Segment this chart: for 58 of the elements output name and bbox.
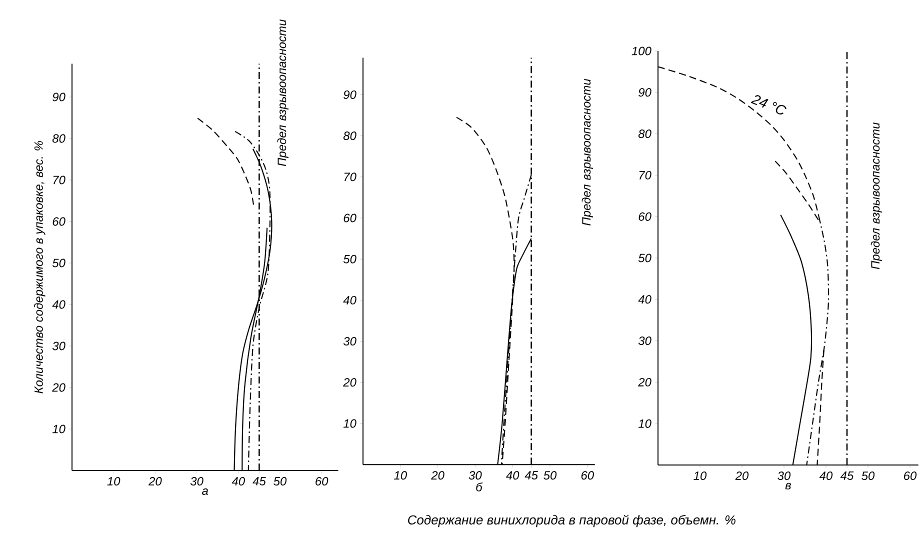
x-tick-label: 40 [232, 477, 245, 486]
x-tick-label: 10 [394, 471, 407, 480]
y-tick-label: 70 [639, 170, 652, 180]
x-tick-label: 45 [840, 472, 854, 480]
x-tick-label: 60 [316, 477, 328, 486]
y-tick-label: 20 [52, 383, 66, 392]
x-tick-label: 30 [468, 471, 482, 480]
y-tick-label: 10 [343, 419, 356, 428]
y-tick-label: 80 [638, 130, 652, 138]
x-axis-title: б [476, 482, 483, 492]
y-tick-label: 60 [344, 214, 356, 222]
x-tick-label: 10 [107, 477, 120, 486]
y-tick-label: 30 [638, 336, 652, 346]
y-tick-label: 50 [52, 258, 66, 268]
x-tick-label: 40 [506, 471, 520, 480]
y-axis-title: Количество содержимого в упаковке, вес. % [34, 141, 46, 394]
y-tick-label: 10 [638, 419, 652, 428]
y-tick-label: 60 [52, 217, 66, 226]
y-tick-label: 60 [638, 212, 652, 221]
y-tick-label: 70 [53, 176, 66, 184]
y-tick-label: 50 [638, 254, 652, 262]
x-tick-label: 50 [274, 477, 287, 486]
y-tick-label: 20 [343, 378, 356, 387]
y-tick-label: 40 [638, 295, 652, 304]
y-tick-label: 40 [52, 300, 66, 309]
x-tick-label: 40 [819, 472, 833, 480]
x-tick-label: 45 [524, 471, 538, 480]
y-tick-label: 100 [632, 46, 652, 56]
ref-line-label: Предел взрывоопасности [277, 19, 289, 166]
y-tick-label: 30 [343, 337, 356, 346]
y-tick-label: 40 [343, 296, 356, 304]
y-tick-label: 90 [344, 90, 356, 99]
x-tick-label: 10 [694, 472, 707, 480]
y-tick-label: 50 [343, 254, 356, 264]
x-tick-label: 50 [544, 471, 557, 480]
ref-line-label: Предел взрывоопасности [870, 122, 882, 270]
x-tick-label: 60 [904, 472, 917, 480]
x-tick-label: 60 [581, 471, 594, 480]
text: Содержание винихлорида в паровой фазе, объемн. % [408, 514, 736, 528]
annotation: 24 °C [750, 95, 786, 114]
x-tick-label: 30 [778, 472, 791, 480]
x-tick-label: 30 [190, 477, 204, 486]
x-axis-title: а [202, 488, 208, 495]
x-axis-title: в [785, 482, 791, 490]
y-tick-label: 90 [52, 92, 66, 102]
x-tick-label: 50 [862, 472, 875, 480]
ref-line-label: Предел взрывоопасности [582, 78, 593, 226]
x-tick-label: 45 [252, 477, 266, 486]
y-tick-label: 80 [343, 132, 356, 140]
y-tick-label: 30 [52, 342, 66, 350]
y-tick-label: 90 [638, 88, 652, 97]
y-tick-label: 10 [52, 424, 66, 434]
x-tick-label: 20 [431, 471, 444, 480]
y-tick-label: 20 [638, 378, 652, 386]
y-tick-label: 70 [344, 172, 356, 182]
y-tick-label: 80 [52, 134, 66, 143]
x-tick-label: 20 [735, 472, 749, 480]
x-tick-label: 20 [148, 477, 162, 486]
